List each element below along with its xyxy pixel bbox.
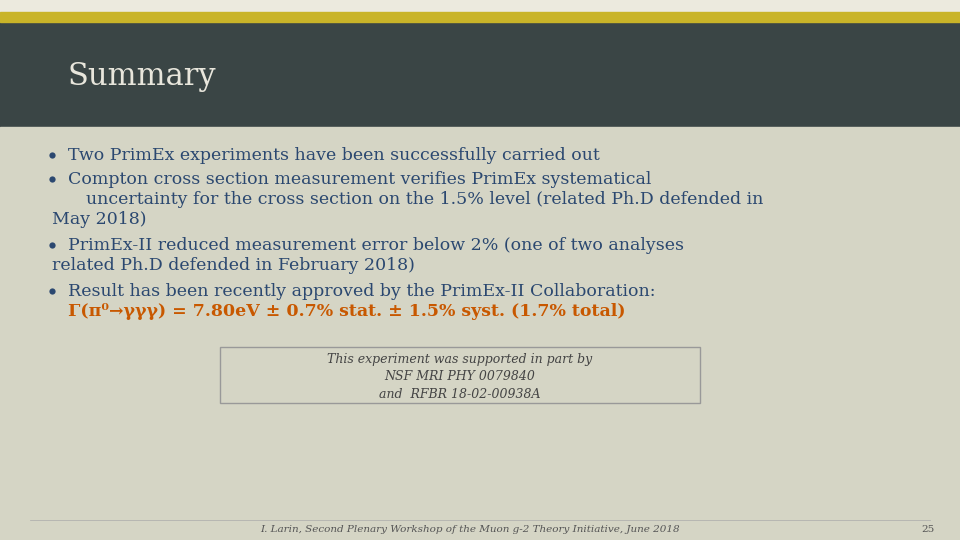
Text: related Ph.D defended in February 2018): related Ph.D defended in February 2018) [52,256,415,273]
Text: 25: 25 [922,525,935,535]
Text: uncertainty for the cross section on the 1.5% level (related Ph.D defended in: uncertainty for the cross section on the… [86,191,763,207]
Text: PrimEx-II reduced measurement error below 2% (one of two analyses: PrimEx-II reduced measurement error belo… [68,237,684,253]
FancyBboxPatch shape [220,347,700,403]
Bar [0,127,960,540]
Text: Compton cross section measurement verifies PrimEx systematical: Compton cross section measurement verifi… [68,171,652,187]
Text: Two PrimEx experiments have been successfully carried out: Two PrimEx experiments have been success… [68,146,600,164]
Text: Summary: Summary [68,61,217,92]
Text: NSF MRI PHY 0079840: NSF MRI PHY 0079840 [385,370,536,383]
Bar [0,22,960,127]
Text: Result has been recently approved by the PrimEx-II Collaboration:: Result has been recently approved by the… [68,282,656,300]
Bar [0,12,960,22]
Text: Γ(π⁰→γγγ) = 7.80eV ± 0.7% stat. ± 1.5% syst. (1.7% total): Γ(π⁰→γγγ) = 7.80eV ± 0.7% stat. ± 1.5% s… [68,302,626,320]
Text: May 2018): May 2018) [52,211,147,227]
Text: and  RFBR 18-02-00938A: and RFBR 18-02-00938A [379,388,540,402]
Text: I. Larin, Second Plenary Workshop of the Muon g-2 Theory Initiative, June 2018: I. Larin, Second Plenary Workshop of the… [260,525,680,535]
Text: This experiment was supported in part by: This experiment was supported in part by [327,353,592,366]
Bar [0,0,960,12]
